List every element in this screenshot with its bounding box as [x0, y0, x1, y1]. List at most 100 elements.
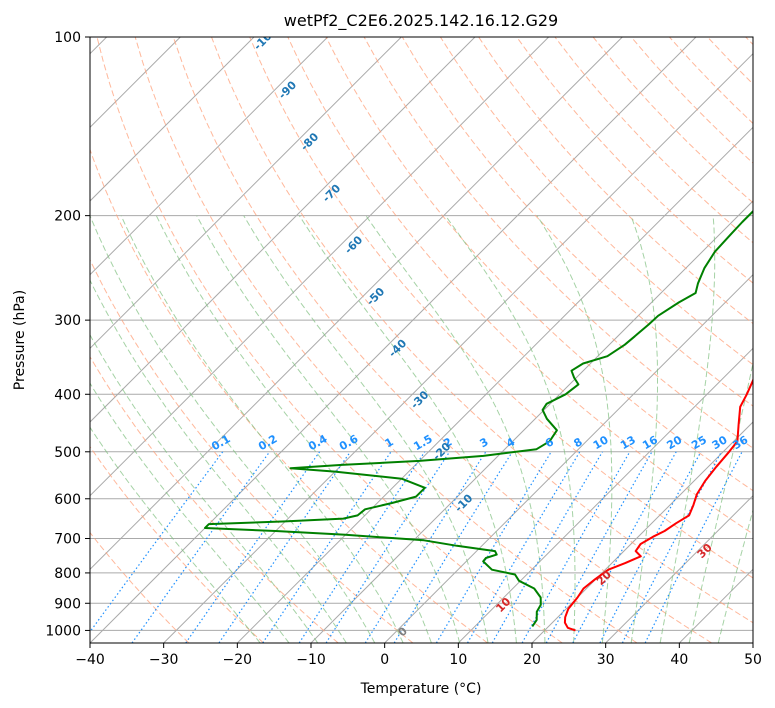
moist-adiabat-line — [90, 382, 290, 643]
dry-adiabat-line — [439, 37, 753, 366]
dry-adiabat-line — [745, 37, 753, 46]
dry-adiabat-line — [172, 37, 712, 643]
dry-adiabat-line — [249, 37, 753, 579]
isotherm-line — [90, 37, 255, 202]
y-tick-label: 800 — [54, 566, 81, 582]
dry-adiabat-line — [90, 148, 488, 643]
y-tick-label: 100 — [54, 30, 81, 46]
mixing-ratio-line — [364, 451, 487, 643]
x-tick-label: 0 — [380, 652, 389, 668]
x-tick-label: 50 — [744, 652, 762, 668]
y-tick-label: 500 — [54, 445, 81, 461]
dry-adiabat-line — [478, 37, 753, 325]
moist-adiabat-line — [298, 215, 517, 643]
y-axis-label: Pressure (hPa) — [12, 290, 28, 390]
mixing-ratio-label: 16 — [640, 433, 660, 452]
isotherm-line — [90, 37, 623, 571]
mixing-ratio-line — [435, 451, 552, 643]
isotherm-label: -40 — [386, 336, 409, 359]
moist-adiabat-line — [196, 215, 461, 643]
isotherm-line — [384, 273, 753, 643]
mixing-ratio-label: 30 — [710, 433, 730, 452]
plot-frame — [89, 36, 754, 644]
line-labels: 0.1 0.2 0.4 0.6 1 1.5 2 3 4 6 8 10 13 16 20 25 30 36-100-… — [209, 37, 750, 639]
dry-adiabat-line — [401, 37, 753, 407]
dry-adiabat-line — [90, 258, 414, 643]
isotherm-label: -60 — [342, 233, 365, 256]
mixing-ratio-line — [131, 451, 271, 643]
moist-adiabat-line — [536, 215, 613, 643]
moist-adiabat-line — [688, 361, 753, 643]
y-tick-label: 400 — [54, 387, 81, 403]
x-tick-label: 40 — [670, 652, 688, 668]
isotherm-line — [90, 37, 550, 497]
moist-adiabat-line — [155, 215, 432, 643]
dry-adiabat-line — [211, 37, 753, 624]
moist-adiabat-line — [717, 508, 753, 643]
isotherm-label: 0 — [395, 624, 410, 639]
x-axis-label: Temperature (°C) — [360, 681, 482, 697]
dry-adiabat-line — [287, 37, 753, 535]
mixing-ratio-label: 13 — [618, 433, 638, 452]
x-tick-label: −40 — [75, 652, 105, 668]
mixing-ratio-line — [572, 451, 677, 643]
dry-adiabat-line — [592, 37, 753, 204]
x-axis: −40 −30 −20 −10 0 10 20 30 40 50 — [75, 643, 762, 668]
moist-adiabat-line — [243, 215, 489, 643]
isotherm-label: -10 — [452, 491, 475, 514]
moist-adiabat-line — [365, 215, 546, 643]
mixing-ratio-line — [644, 451, 743, 643]
temperature-line — [563, 377, 753, 632]
mixing-ratio-label: 3 — [477, 435, 490, 450]
isotherm-line — [457, 347, 753, 643]
moist-adiabat-line — [90, 215, 376, 643]
moist-adiabat-line — [90, 333, 319, 643]
dry-adiabat-line — [90, 531, 190, 643]
y-tick-label: 900 — [54, 596, 81, 612]
dry-adiabat-line — [669, 37, 753, 125]
mixing-ratio-line — [325, 451, 451, 643]
x-tick-label: −30 — [149, 652, 179, 668]
mixing-ratio-label: 25 — [689, 433, 709, 452]
x-tick-label: −10 — [296, 652, 326, 668]
x-tick-label: 20 — [523, 652, 541, 668]
isotherm-line — [90, 37, 476, 423]
isotherm-line — [163, 52, 753, 643]
moist-adiabat-line — [445, 215, 576, 643]
mixing-ratio-line — [545, 451, 653, 643]
isotherm-label: -80 — [298, 130, 321, 153]
y-tick-label: 300 — [54, 313, 81, 329]
isotherm-label: -30 — [408, 388, 431, 411]
isotherm-label: 20 — [594, 568, 614, 588]
moist-adiabat-line — [90, 426, 261, 643]
isotherm-line — [531, 421, 753, 643]
dry-adiabat-line — [90, 355, 339, 643]
mixing-ratio-label: 0.4 — [306, 432, 330, 453]
isotherm-line — [90, 37, 329, 276]
x-tick-label: 30 — [597, 652, 615, 668]
mixing-ratio-label: 8 — [571, 435, 584, 450]
x-tick-label: −20 — [223, 652, 253, 668]
mixing-ratio-label: 1 — [383, 435, 396, 450]
y-tick-label: 600 — [54, 492, 81, 508]
isotherm-line — [236, 126, 753, 643]
y-tick-label: 1000 — [45, 623, 81, 639]
moist-adiabat-line — [90, 279, 347, 643]
isotherm-label: -90 — [276, 78, 299, 101]
mixing-ratio-line — [262, 451, 392, 643]
mixing-ratio-label: 0.1 — [209, 432, 232, 453]
mixing-ratio-line — [599, 451, 702, 643]
isotherm-line — [752, 642, 753, 643]
mixing-ratio-label: 1.5 — [411, 432, 434, 453]
y-tick-label: 200 — [54, 209, 81, 225]
chart-title: wetPf2_C2E6.2025.142.16.12.G29 — [284, 11, 558, 31]
dry-adiabat-line — [516, 37, 753, 284]
mixing-ratio-line — [185, 451, 321, 643]
dry-adiabat-line — [96, 37, 563, 643]
mixing-ratio-line — [298, 451, 426, 643]
background-lines — [90, 37, 753, 643]
mixing-ratio-line — [521, 451, 631, 643]
mixing-ratio-label: 6 — [543, 435, 556, 450]
dry-adiabat-line — [90, 445, 264, 643]
